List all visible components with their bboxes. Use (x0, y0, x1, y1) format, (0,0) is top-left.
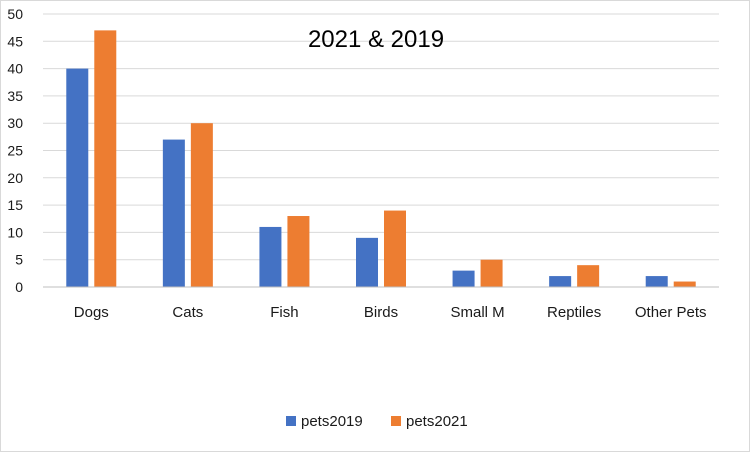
x-category-label: Fish (270, 304, 298, 321)
y-tick-label: 45 (7, 33, 23, 49)
bar-pets2021-other-pets (673, 281, 696, 287)
bar-pets2021-small-m (480, 259, 503, 287)
bar-pets2019-small-m (452, 270, 475, 287)
chart-title: 2021 & 2019 (308, 26, 444, 53)
x-category-label: Birds (364, 304, 398, 321)
bar-pets2019-reptiles (549, 276, 572, 287)
x-category-label: Dogs (74, 304, 109, 321)
bar-pets2019-fish (259, 226, 282, 287)
bar-pets2019-birds (356, 237, 378, 287)
bar-pets2019-other-pets (645, 276, 668, 287)
y-tick-label: 10 (7, 224, 23, 240)
x-category-label: Cats (172, 304, 203, 321)
legend-label-pets2019: pets2019 (301, 413, 363, 430)
x-category-label: Reptiles (547, 304, 601, 321)
bars (66, 30, 696, 287)
gridlines (43, 13, 719, 261)
y-tick-label: 0 (15, 279, 23, 295)
legend-swatch-pets2019 (286, 416, 296, 426)
y-tick-label: 50 (7, 6, 23, 22)
legend-label-pets2021: pets2021 (406, 413, 468, 430)
bar-pets2019-dogs (66, 68, 89, 287)
bar-pets2019-cats (162, 139, 185, 287)
y-tick-label: 30 (7, 115, 23, 131)
y-tick-label: 25 (7, 143, 23, 159)
x-category-label: Small M (450, 304, 504, 321)
x-category-label: Other Pets (635, 304, 707, 321)
bar-pets2021-reptiles (577, 265, 600, 287)
legend: pets2019 pets2021 (286, 413, 468, 430)
y-axis-ticks: 0 5 10 15 20 25 30 35 40 45 50 (7, 6, 23, 295)
y-tick-label: 15 (7, 197, 23, 213)
y-tick-label: 20 (7, 170, 23, 186)
legend-swatch-pets2021 (391, 416, 401, 426)
bar-pets2021-birds (384, 210, 406, 287)
y-tick-label: 35 (7, 88, 23, 104)
y-tick-label: 5 (15, 252, 23, 268)
bar-pets2021-cats (190, 123, 213, 287)
bar-pets2021-fish (287, 216, 310, 287)
x-axis-categories: Dogs Cats Fish Birds Small M Reptiles Other Pe… (74, 304, 707, 321)
y-tick-label: 40 (7, 61, 23, 77)
bar-pets2021-dogs (94, 30, 117, 287)
